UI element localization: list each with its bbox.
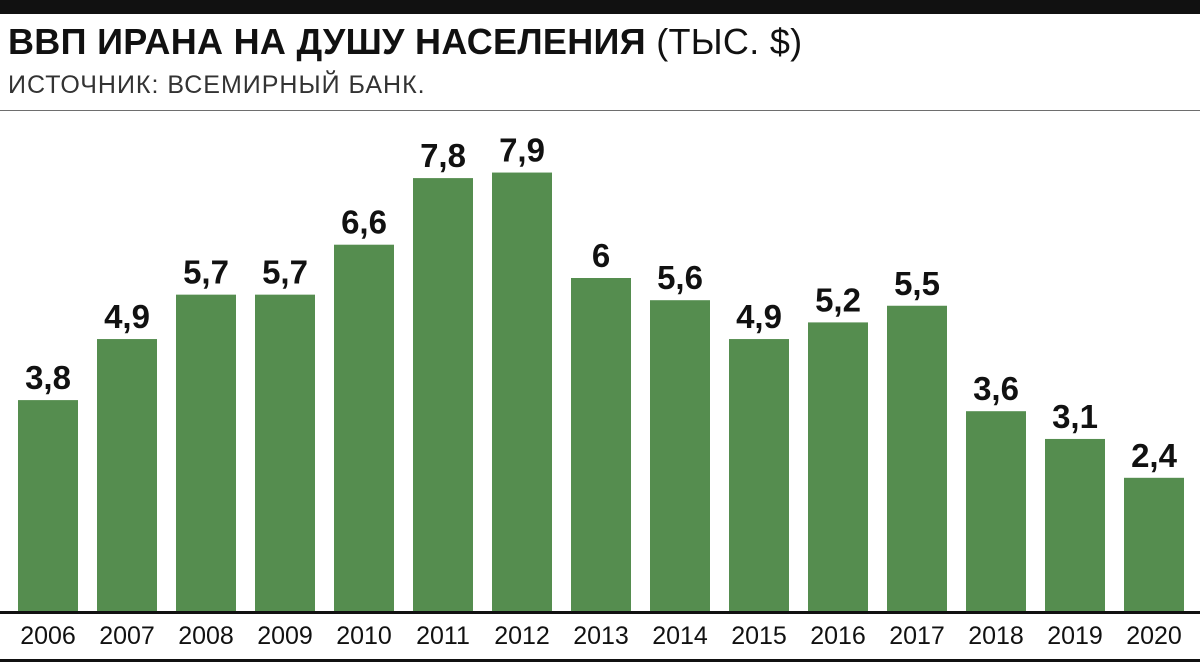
x-tick-label-2008: 2008 <box>178 622 234 650</box>
x-tick-label-2007: 2007 <box>99 622 155 650</box>
value-label-2011: 7,8 <box>420 137 466 174</box>
bar-2016 <box>808 322 868 611</box>
bar-2009 <box>255 294 315 611</box>
x-tick-label-2015: 2015 <box>731 622 787 650</box>
bar-2006 <box>18 400 78 611</box>
x-tick-label-2010: 2010 <box>336 622 392 650</box>
chart-title-unit: (ТЫС. $) <box>656 21 803 62</box>
chart-source: ИСТОЧНИК: ВСЕМИРНЫЙ БАНК. <box>8 71 426 99</box>
value-label-2018: 3,6 <box>973 370 1019 407</box>
value-label-2008: 5,7 <box>183 254 229 291</box>
bar-2019 <box>1045 438 1105 611</box>
value-label-group: 3,8 4,9 5,7 5,7 6,6 7,8 7,9 6 5,6 4,9 5,2 5,5 3,6 3,1… <box>25 132 1178 474</box>
x-tick-label-2011: 2011 <box>416 622 470 650</box>
bar-2018 <box>966 411 1026 611</box>
bar-2012 <box>492 172 552 612</box>
value-label-2007: 4,9 <box>104 298 150 335</box>
bar-2007 <box>97 339 157 611</box>
chart-title: ВВП ИРАНА НА ДУШУ НАСЕЛЕНИЯ (ТЫС. $) <box>8 20 802 64</box>
value-label-2010: 6,6 <box>341 204 387 241</box>
x-tick-label-2018: 2018 <box>968 622 1024 650</box>
value-label-2015: 4,9 <box>736 298 782 335</box>
bar-2020 <box>1124 477 1184 611</box>
value-label-2009: 5,7 <box>262 254 308 291</box>
x-tick-label-2020: 2020 <box>1126 622 1182 650</box>
value-label-2016: 5,2 <box>815 281 861 318</box>
x-tick-label-2006: 2006 <box>20 622 76 650</box>
value-label-2013: 6 <box>592 237 610 274</box>
bar-2015 <box>729 339 789 611</box>
bar-2011 <box>413 178 473 611</box>
bar-2010 <box>334 244 394 611</box>
x-tick-label-group: 2006 2007 2008 2009 2010 2011 2012 2013 2014 2015… <box>20 622 1182 650</box>
bar-2008 <box>176 294 236 611</box>
x-tick-label-2014: 2014 <box>652 622 708 650</box>
bar-2017 <box>887 305 947 611</box>
value-label-2014: 5,6 <box>657 259 703 296</box>
chart-title-main: ВВП ИРАНА НА ДУШУ НАСЕЛЕНИЯ <box>8 21 646 62</box>
bar-2014 <box>650 300 710 611</box>
value-label-2019: 3,1 <box>1052 398 1098 435</box>
value-label-2012: 7,9 <box>499 132 545 169</box>
value-label-2017: 5,5 <box>894 265 940 302</box>
x-tick-label-2019: 2019 <box>1047 622 1103 650</box>
header-rule <box>0 110 1200 111</box>
value-label-2020: 2,4 <box>1131 437 1178 474</box>
value-label-2006: 3,8 <box>25 359 71 396</box>
top-rule <box>0 0 1200 14</box>
bar-group <box>18 172 1184 612</box>
x-tick-label-2016: 2016 <box>810 622 866 650</box>
x-tick-label-2013: 2013 <box>573 622 629 650</box>
x-tick-label-2009: 2009 <box>257 622 313 650</box>
x-tick-label-2017: 2017 <box>889 622 945 650</box>
bar-2013 <box>571 278 631 611</box>
x-tick-label-2012: 2012 <box>494 622 550 650</box>
